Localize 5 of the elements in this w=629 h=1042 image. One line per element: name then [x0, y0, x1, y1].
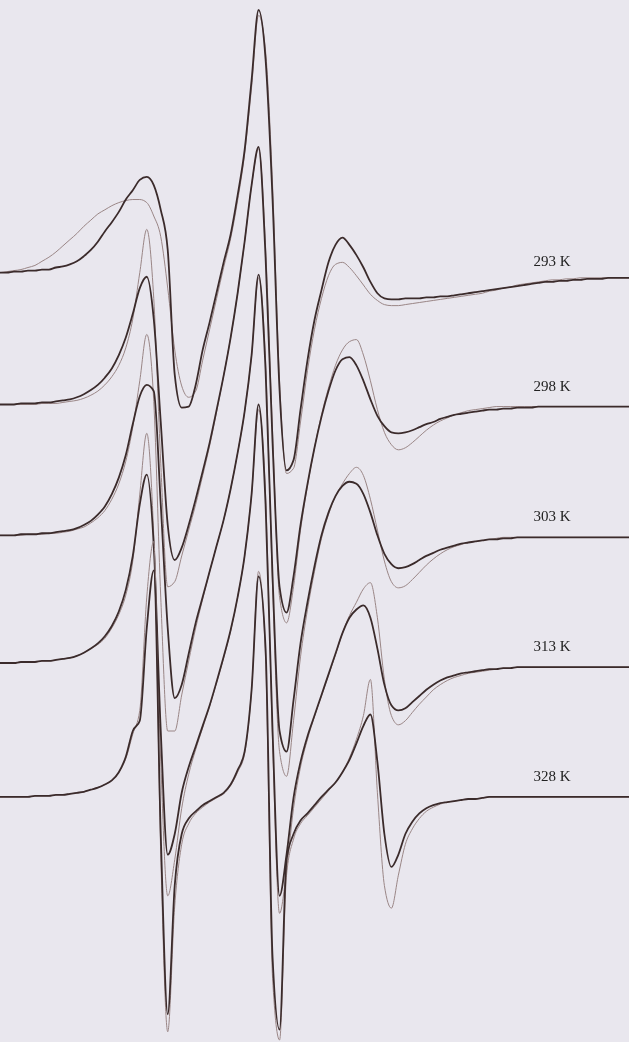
- series-label: 293 K: [533, 252, 571, 269]
- series-label: 328 K: [533, 767, 571, 784]
- series-label: 303 K: [533, 508, 571, 525]
- series-label: 298 K: [533, 377, 571, 394]
- series-label: 313 K: [533, 638, 571, 655]
